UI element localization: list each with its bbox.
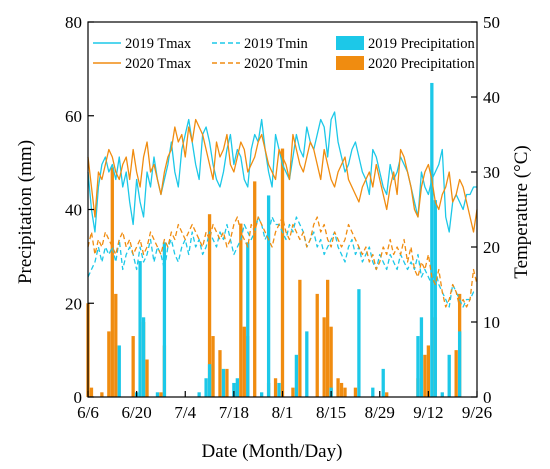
- x-tick-label: 8/1: [272, 403, 294, 422]
- tmax-2020-line: [87, 118, 478, 233]
- precipitation-2020-bar: [207, 214, 212, 397]
- precipitation-2019-bar: [305, 331, 309, 398]
- precipitation-2019-bar: [117, 345, 121, 397]
- precipitation-2020-bar: [426, 345, 431, 397]
- y-left-tick-label: 60: [65, 107, 82, 126]
- chart-axes: 0 20 40 60 80 0 10 20 30 40 50 6/6 6/20 7/4 7/18 8/1 8/1…: [65, 13, 500, 422]
- precipitation-2020-bar: [385, 392, 389, 397]
- precipitation-2020-bar: [110, 167, 114, 397]
- y-left-tick-label: 20: [65, 294, 82, 313]
- precipitation-2020-bar: [159, 392, 163, 397]
- precipitation-2019-bar: [155, 392, 160, 397]
- legend-label: 2019 Tmin: [244, 36, 309, 52]
- precipitation-2019-bar: [204, 378, 208, 397]
- x-tick-label: 6/6: [77, 403, 99, 422]
- precipitation-2019-bar: [371, 387, 375, 398]
- precipitation-2020-bar: [343, 387, 347, 398]
- y-axis-right-title: Temperature (°C): [511, 145, 532, 278]
- precipitation-2019-bar: [197, 392, 201, 397]
- precipitation-2020-bar: [353, 387, 358, 398]
- y-left-tick-label: 80: [65, 13, 82, 32]
- x-tick-label: 8/29: [365, 403, 395, 422]
- legend-label: 2019 Tmax: [125, 36, 192, 52]
- precipitation-2020-bar: [145, 359, 149, 397]
- x-tick-label: 7/4: [174, 403, 196, 422]
- precipitation-2019-bar: [433, 200, 437, 398]
- precipitation-2020-bar: [291, 387, 295, 398]
- precipitation-2019-bar: [381, 368, 385, 398]
- precipitation-2020-bar: [336, 378, 340, 397]
- y-left-tick-label: 0: [74, 388, 83, 407]
- precipitation-2020-bar: [315, 293, 319, 398]
- y-left-tick-label: 40: [65, 201, 82, 220]
- x-axis-title: Date (Month/Day): [202, 441, 343, 462]
- x-tick-label: 8/15: [316, 403, 346, 422]
- precipitation-2020-bar: [225, 368, 229, 398]
- temperature-lines: [87, 111, 478, 308]
- precipitation-2019-bar: [235, 378, 239, 397]
- precipitation-2019-bar: [277, 382, 281, 397]
- y-right-tick-label: 50: [483, 13, 500, 32]
- legend-label: 2020 Tmin: [244, 56, 309, 72]
- x-tick-label: 7/18: [219, 403, 249, 422]
- legend-label: 2020 Precipitation: [368, 56, 475, 72]
- precipitation-2019-bar: [294, 354, 299, 397]
- precipitation-2019-bar: [416, 336, 420, 397]
- y-right-tick-label: 30: [483, 163, 500, 182]
- precipitation-2019-bar: [162, 242, 167, 397]
- precipitation-2020-bar: [454, 350, 458, 398]
- precipitation-2020-bar: [423, 354, 427, 397]
- precipitation-2020-bar: [100, 392, 104, 397]
- tmin-2020-line: [87, 216, 478, 308]
- precipitation-2019-bar: [440, 392, 444, 397]
- legend-swatch-2019-precipitation: [336, 36, 364, 50]
- precipitation-2019-bar: [207, 364, 212, 397]
- tmin-2019-line: [87, 216, 477, 308]
- precipitation-2020-bar: [242, 326, 246, 397]
- legend-swatch-2020-precipitation: [336, 56, 364, 70]
- legend-label: 2020 Tmax: [125, 56, 192, 72]
- x-tick-label: 9/12: [413, 403, 443, 422]
- precipitation-2020-bar: [107, 331, 111, 398]
- chart-legend: 2019 Tmax 2019 Tmin 2019 Precipitation 2020…: [93, 36, 475, 72]
- y-axis-left-title: Precipitation (mm): [15, 140, 36, 284]
- y-right-tick-label: 10: [483, 313, 500, 332]
- precipitation-2020-bar: [298, 279, 302, 397]
- precipitation-2020-bar: [211, 336, 215, 397]
- precipitation-2020-bar: [89, 387, 94, 398]
- precipitation-2019-bar: [232, 382, 236, 397]
- precipitation-2019-bar: [141, 317, 146, 397]
- precipitation-2020-bar: [326, 279, 330, 397]
- precipitation-2020-bar: [273, 378, 278, 397]
- precipitation-2019-bar: [266, 195, 271, 397]
- precipitation-2019-bar: [419, 317, 424, 397]
- precipitation-2019-bar: [138, 261, 142, 397]
- precipitation-2020-bar: [253, 181, 257, 397]
- precipitation-2019-bar: [430, 82, 434, 397]
- precipitation-2020-bar: [218, 350, 222, 398]
- y-right-tick-label: 0: [483, 388, 492, 407]
- precipitation-2020-bar: [339, 382, 344, 397]
- x-tick-label: 6/20: [122, 403, 152, 422]
- precipitation-2020-bar: [239, 223, 243, 397]
- precipitation-2019-bar: [457, 331, 462, 398]
- x-tick-label: 9/26: [462, 403, 492, 422]
- y-right-tick-label: 40: [483, 88, 500, 107]
- precipitation-2019-bar: [357, 289, 361, 397]
- precipitation-2020-bar: [131, 336, 135, 397]
- y-right-tick-label: 20: [483, 238, 500, 257]
- precipitation-2019-bar: [221, 368, 226, 398]
- precipitation-2019-bar: [447, 354, 451, 397]
- precipitation-2019-bar: [246, 242, 250, 397]
- precipitation-2020-bar: [280, 148, 285, 397]
- precipitation-2020-bar: [329, 326, 333, 397]
- precipitation-2019-bar: [260, 392, 264, 397]
- precipitation-2020-bar: [114, 293, 118, 398]
- legend-label: 2019 Precipitation: [368, 36, 475, 52]
- precipitation-2020-bar: [322, 317, 326, 397]
